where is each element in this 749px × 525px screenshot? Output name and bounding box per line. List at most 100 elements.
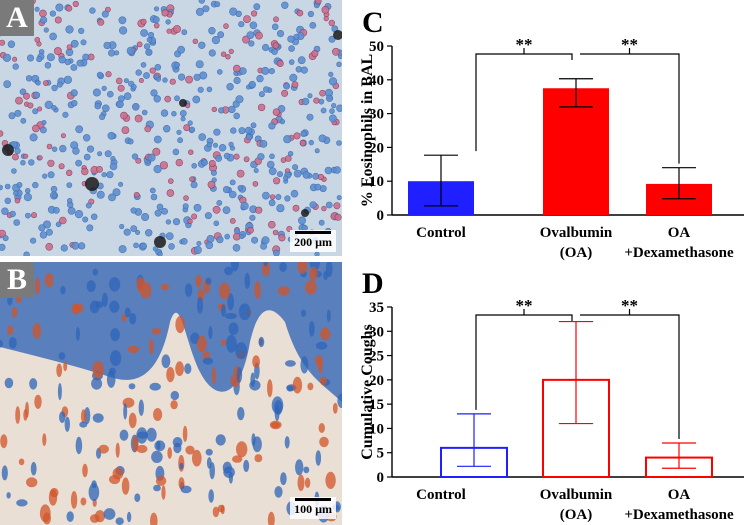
cell xyxy=(43,27,49,33)
cell xyxy=(27,102,34,109)
cell xyxy=(238,21,245,28)
tissue-cell xyxy=(236,441,248,458)
cell xyxy=(162,77,168,83)
tissue-cell xyxy=(325,471,336,489)
cell xyxy=(198,133,206,141)
cell xyxy=(8,112,16,120)
cell xyxy=(118,181,124,187)
cell xyxy=(271,23,279,31)
cell xyxy=(248,80,257,89)
cell xyxy=(152,246,158,252)
cell xyxy=(166,189,175,197)
tissue-cell xyxy=(136,444,148,454)
tissue-cell xyxy=(304,280,317,295)
cell xyxy=(280,157,287,163)
tissue-cell xyxy=(151,328,162,335)
tissue-cell xyxy=(307,382,314,391)
micrograph-b: B 100 µm xyxy=(0,262,342,525)
tissue-cell xyxy=(16,499,28,507)
cell xyxy=(289,73,298,82)
cell xyxy=(153,135,162,144)
cell xyxy=(336,195,342,201)
tissue-cell xyxy=(190,332,200,344)
tissue-cell xyxy=(4,377,14,389)
cell xyxy=(159,161,168,170)
cell xyxy=(166,28,172,34)
cell xyxy=(197,86,204,93)
cell xyxy=(134,114,143,123)
cell xyxy=(11,168,17,174)
cell xyxy=(177,137,183,144)
tissue-cell xyxy=(161,485,166,500)
tissue-cell xyxy=(197,335,207,353)
chart-d: D 0 5 10 15 20 25 30 35 Cumulative Coughs Control O… xyxy=(359,267,744,523)
tissue-cell xyxy=(304,477,311,488)
tissue-cell xyxy=(238,303,251,321)
cell xyxy=(71,241,80,250)
cell xyxy=(149,187,156,194)
cell xyxy=(283,82,290,90)
cell xyxy=(82,216,89,223)
tissue-cell xyxy=(337,393,342,408)
cell xyxy=(70,39,79,48)
cell xyxy=(268,122,276,130)
cell xyxy=(182,203,189,210)
tissue-cell xyxy=(138,399,144,416)
tissue-cell xyxy=(150,512,158,525)
cell xyxy=(76,59,84,67)
cell xyxy=(66,44,73,50)
cell xyxy=(82,134,91,142)
cell xyxy=(58,55,66,64)
cell xyxy=(213,128,221,136)
cell xyxy=(246,31,255,39)
cell xyxy=(217,69,223,75)
tissue-cell xyxy=(30,461,37,476)
cell xyxy=(253,3,261,11)
cell xyxy=(325,94,334,102)
tissue-cell xyxy=(318,423,325,433)
tissue-cell xyxy=(71,304,80,315)
cell xyxy=(117,84,125,92)
y-tick-label: 15 xyxy=(369,397,384,413)
cell xyxy=(54,16,62,24)
cell xyxy=(198,41,206,49)
debris xyxy=(2,144,14,156)
cell xyxy=(65,5,73,12)
tissue-cell xyxy=(34,394,42,409)
cell xyxy=(318,219,325,226)
tissue-cell xyxy=(222,461,232,474)
cell xyxy=(131,84,137,90)
cell xyxy=(272,42,280,49)
tissue-cell xyxy=(56,363,63,378)
cell xyxy=(66,198,73,204)
cell xyxy=(147,153,156,162)
cell xyxy=(202,5,210,13)
cell xyxy=(293,33,300,40)
category-label: (OA) xyxy=(560,245,593,261)
cell xyxy=(297,216,306,225)
tissue-cell xyxy=(91,377,103,390)
cell xyxy=(329,108,335,114)
cell xyxy=(300,130,307,137)
scale-bar-b: 100 µm xyxy=(290,497,336,519)
cell xyxy=(333,166,341,174)
tissue-cell xyxy=(236,367,243,383)
tissue-cell xyxy=(92,268,99,276)
cell xyxy=(211,35,220,45)
tissue-cell xyxy=(153,484,161,492)
cell xyxy=(263,86,270,93)
cell xyxy=(273,249,280,256)
cell xyxy=(60,133,66,139)
cell xyxy=(140,18,147,25)
cell xyxy=(318,134,327,143)
cell xyxy=(34,36,41,43)
cell xyxy=(135,157,142,164)
tissue-cell xyxy=(44,272,54,288)
tissue-cell xyxy=(277,286,290,296)
tissue-cell xyxy=(235,342,248,360)
cell xyxy=(85,202,92,209)
cell xyxy=(208,160,216,168)
cell xyxy=(133,242,139,249)
cell xyxy=(144,125,152,133)
cell xyxy=(273,177,281,185)
